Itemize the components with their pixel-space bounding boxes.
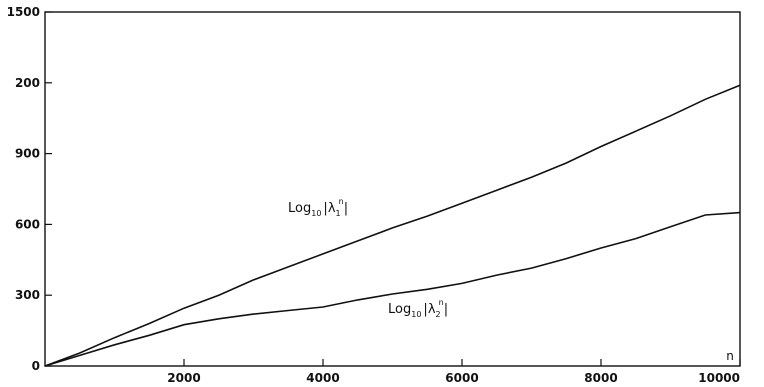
y-tick-label: 1500 [7,5,40,19]
plot-frame [44,11,741,367]
x-tick-label: 4000 [306,371,339,385]
series-label-2: Log10 |λ2n| [388,298,448,319]
y-axis: 0 300 600 900 200 1500 [7,5,52,373]
y-tick-label: 600 [15,217,40,231]
x-tick-label: 2000 [167,371,200,385]
x-axis: 2000 4000 6000 8000 10000 [167,359,741,385]
series-line-1 [44,84,741,367]
y-tick-label: 300 [15,288,40,302]
x-tick-label: 6000 [445,371,478,385]
series-label-1: Log10 |λ1n| [288,197,348,218]
series-line-2 [44,211,741,367]
y-tick-label: 0 [32,359,40,373]
y-tick-label: 900 [15,147,40,161]
series-lines [44,84,741,367]
x-axis-label: n [726,349,734,363]
y-tick-label: 200 [15,76,40,90]
x-tick-label: 8000 [584,371,617,385]
x-tick-label: 10000 [698,371,740,385]
